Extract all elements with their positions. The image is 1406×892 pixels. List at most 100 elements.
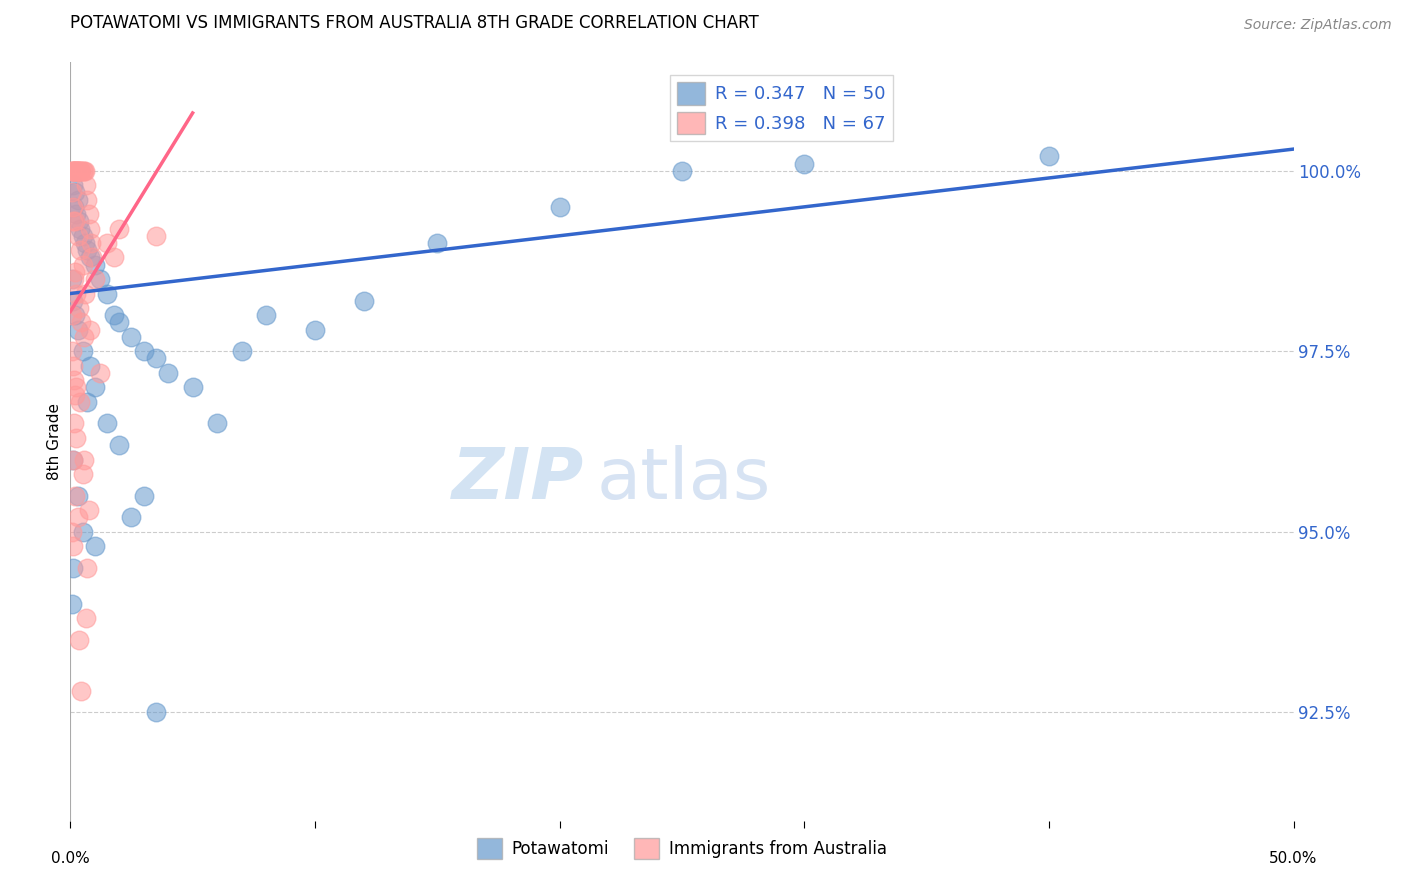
- Point: [121, 330, 143, 344]
- Point: [70, 163, 93, 178]
- Point: [231, 344, 253, 359]
- Point: [62, 214, 84, 228]
- Point: [83, 380, 105, 394]
- Point: [83, 258, 105, 272]
- Point: [108, 315, 131, 329]
- Point: [62, 359, 84, 373]
- Point: [72, 228, 94, 243]
- Point: [70, 683, 93, 698]
- Point: [66, 163, 89, 178]
- Point: [63, 186, 86, 200]
- Point: [76, 243, 98, 257]
- Point: [132, 489, 155, 503]
- Point: [66, 228, 89, 243]
- Point: [62, 452, 84, 467]
- Point: [96, 235, 118, 250]
- Point: [62, 452, 84, 467]
- Point: [145, 351, 167, 366]
- Point: [353, 293, 375, 308]
- Point: [60, 344, 83, 359]
- Point: [67, 633, 90, 648]
- Point: [73, 330, 96, 344]
- Point: [67, 301, 90, 315]
- Point: [69, 163, 91, 178]
- Point: [103, 251, 125, 265]
- Point: [67, 163, 90, 178]
- Point: [63, 387, 86, 401]
- Point: [73, 163, 96, 178]
- Point: [548, 200, 571, 214]
- Point: [63, 163, 86, 178]
- Point: [60, 272, 83, 286]
- Text: 0.0%: 0.0%: [51, 851, 90, 866]
- Point: [73, 235, 96, 250]
- Point: [82, 251, 104, 265]
- Text: Source: ZipAtlas.com: Source: ZipAtlas.com: [1244, 18, 1392, 32]
- Point: [60, 163, 83, 178]
- Point: [72, 467, 94, 481]
- Point: [62, 163, 84, 178]
- Point: [72, 258, 94, 272]
- Point: [75, 611, 97, 625]
- Point: [83, 272, 105, 286]
- Point: [65, 207, 87, 221]
- Point: [65, 286, 87, 301]
- Point: [63, 489, 86, 503]
- Point: [89, 366, 111, 380]
- Point: [65, 431, 87, 445]
- Point: [66, 489, 89, 503]
- Point: [77, 207, 100, 221]
- Point: [65, 163, 87, 178]
- Point: [63, 417, 86, 431]
- Point: [66, 510, 89, 524]
- Point: [66, 193, 89, 207]
- Point: [63, 200, 86, 214]
- Point: [1038, 149, 1060, 163]
- Point: [62, 163, 84, 178]
- Point: [304, 323, 326, 337]
- Point: [254, 308, 277, 322]
- Point: [62, 293, 84, 308]
- Point: [83, 539, 105, 553]
- Text: 50.0%: 50.0%: [1270, 851, 1317, 866]
- Text: POTAWATOMI VS IMMIGRANTS FROM AUSTRALIA 8TH GRADE CORRELATION CHART: POTAWATOMI VS IMMIGRANTS FROM AUSTRALIA …: [70, 14, 759, 32]
- Point: [73, 452, 96, 467]
- Point: [145, 706, 167, 720]
- Point: [66, 323, 89, 337]
- Text: atlas: atlas: [596, 445, 770, 514]
- Point: [63, 163, 86, 178]
- Point: [205, 417, 228, 431]
- Point: [75, 178, 97, 193]
- Point: [65, 163, 87, 178]
- Point: [63, 163, 86, 178]
- Point: [80, 235, 103, 250]
- Point: [76, 193, 98, 207]
- Point: [132, 344, 155, 359]
- Point: [63, 214, 86, 228]
- Point: [72, 524, 94, 539]
- Point: [96, 417, 118, 431]
- Point: [79, 359, 101, 373]
- Point: [103, 308, 125, 322]
- Point: [62, 178, 84, 193]
- Point: [63, 373, 86, 387]
- Point: [60, 597, 83, 611]
- Point: [72, 163, 94, 178]
- Point: [157, 366, 180, 380]
- Point: [73, 163, 96, 178]
- Point: [63, 265, 86, 279]
- Point: [62, 561, 84, 575]
- Point: [60, 163, 83, 178]
- Point: [89, 272, 111, 286]
- Point: [69, 243, 91, 257]
- Point: [67, 163, 90, 178]
- Point: [121, 510, 143, 524]
- Point: [76, 394, 98, 409]
- Point: [426, 235, 449, 250]
- Point: [62, 200, 84, 214]
- Point: [108, 438, 131, 452]
- Point: [79, 251, 101, 265]
- Point: [79, 221, 101, 235]
- Point: [108, 221, 131, 235]
- Point: [96, 286, 118, 301]
